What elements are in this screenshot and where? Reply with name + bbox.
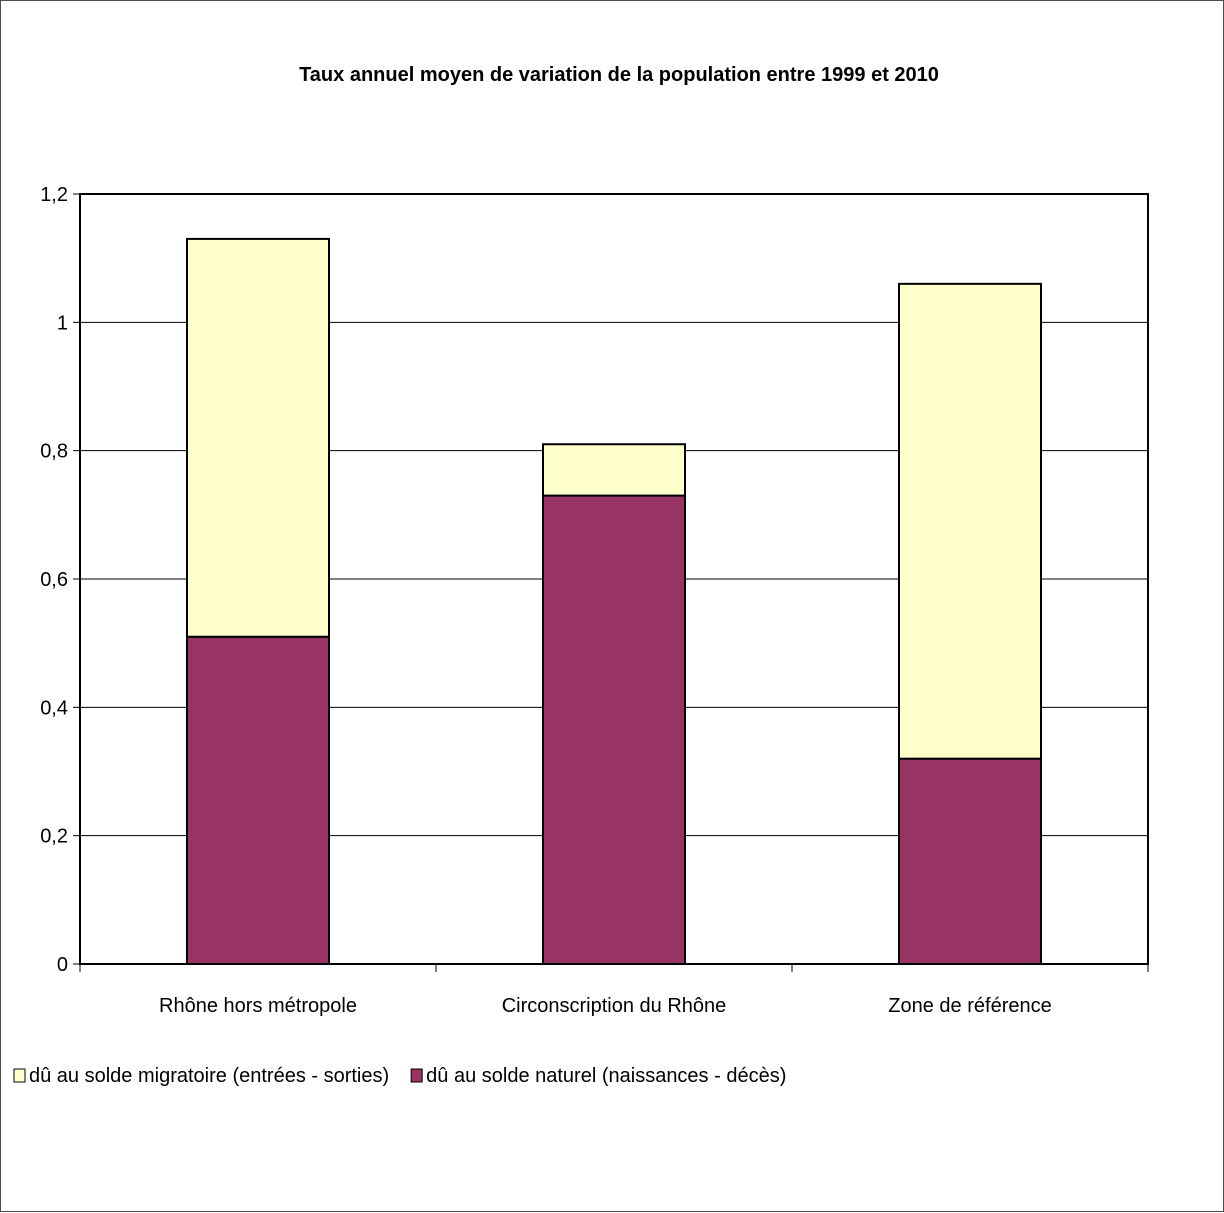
y-tick-label: 0,2: [40, 826, 68, 848]
x-tick-label: Zone de référence: [888, 995, 1051, 1017]
x-tick-label: Circonscription du Rhône: [502, 995, 727, 1017]
legend-label: dû au solde migratoire (entrées - sortie…: [29, 1065, 389, 1087]
y-tick-label: 1: [57, 312, 68, 334]
bars-layer: [186, 237, 1042, 966]
y-tick-label: 1,2: [40, 184, 68, 206]
bar-segment: [898, 282, 1042, 760]
x-tick-label: Rhône hors métropole: [159, 995, 357, 1017]
bar-segment: [186, 635, 330, 965]
y-tick-label: 0,6: [40, 569, 68, 591]
legend: dû au solde migratoire (entrées - sortie…: [13, 1065, 786, 1087]
bar-segment: [542, 494, 686, 965]
y-tick-label: 0: [57, 954, 68, 976]
y-tick-label: 0,8: [40, 441, 68, 463]
legend-swatch: [410, 1068, 423, 1083]
bar-segment: [186, 237, 330, 638]
legend-label: dû au solde naturel (naissances - décès): [426, 1065, 786, 1087]
y-tick-label: 0,4: [40, 697, 68, 719]
bar-segment: [898, 757, 1042, 966]
bar-segment: [542, 443, 686, 497]
axis-layer: 0 0,2 0,4 0,6 0,8 1 1,2 Rhône hors métropole Cir…: [40, 184, 1149, 1017]
legend-swatch: [13, 1068, 26, 1083]
chart-title: Taux annuel moyen de variation de la pop…: [299, 64, 939, 86]
